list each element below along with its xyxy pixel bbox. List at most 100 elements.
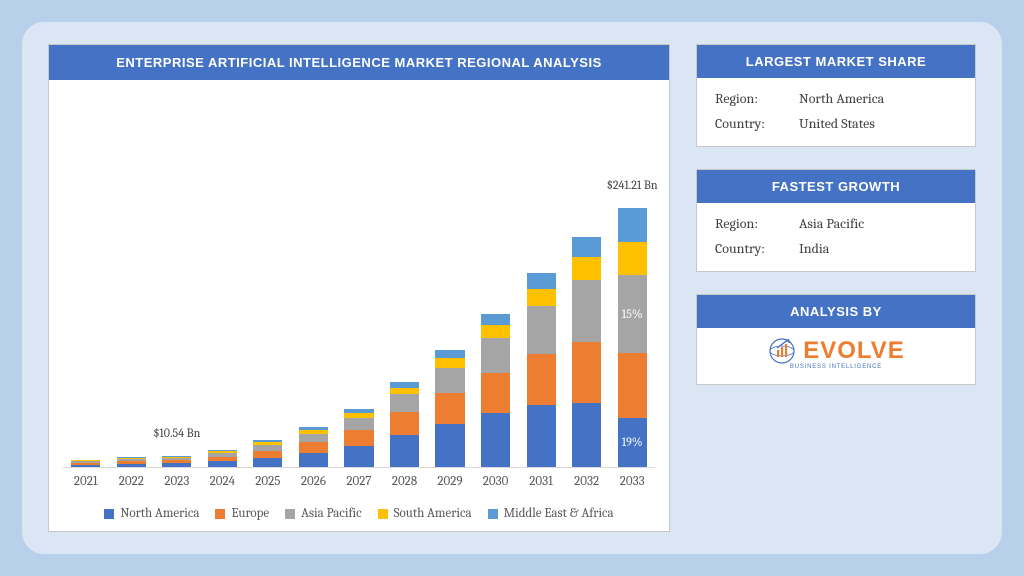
- bar-column: 2031: [518, 178, 564, 467]
- bar-segment: [390, 435, 419, 467]
- bar-percent-label: 15%: [622, 307, 643, 321]
- fastest-country-value: India: [799, 240, 829, 257]
- bar-segment: [572, 280, 601, 341]
- bar-column: 2021: [63, 178, 109, 467]
- bar-segment: [527, 354, 556, 404]
- bar-segment: [117, 464, 146, 467]
- bar-segment: [299, 453, 328, 467]
- bar-segment: [572, 403, 601, 467]
- stacked-bar: [435, 350, 464, 467]
- bar-segment: [618, 208, 647, 242]
- largest-region-row: Region: North America: [715, 90, 957, 107]
- legend-label: Middle East & Africa: [504, 506, 614, 521]
- year-label: 2026: [301, 474, 326, 489]
- bar-column: 2025: [245, 178, 291, 467]
- stacked-bar: [71, 460, 100, 467]
- stacked-bar: [117, 457, 146, 467]
- legend-item: Middle East & Africa: [488, 506, 614, 521]
- year-label: 2024: [210, 474, 235, 489]
- globe-bars-icon: [767, 336, 797, 366]
- logo-subtitle: BUSINESS INTELLIGENCE: [790, 364, 882, 370]
- side-column: LARGEST MARKET SHARE Region: North Ameri…: [696, 44, 976, 532]
- fastest-region-row: Region: Asia Pacific: [715, 215, 957, 232]
- fastest-growth-body: Region: Asia Pacific Country: India: [697, 203, 975, 271]
- stacked-bar: [527, 273, 556, 467]
- chart-annotation: $241.21 Bn: [607, 178, 658, 192]
- page-background: ENTERPRISE ARTIFICIAL INTELLIGENCE MARKE…: [0, 0, 1024, 576]
- bar-segment: [481, 314, 510, 325]
- bar-column: 2030: [473, 178, 519, 467]
- bar-column: 2028: [382, 178, 428, 467]
- bar-segment: [572, 237, 601, 257]
- bar-segment: [572, 342, 601, 403]
- year-label: 2021: [74, 474, 98, 489]
- bar-segment: [435, 368, 464, 393]
- year-label: 2031: [529, 474, 553, 489]
- bar-segment: [527, 289, 556, 307]
- legend-swatch: [285, 509, 295, 519]
- legend-swatch: [104, 509, 114, 519]
- year-label: 2023: [164, 474, 189, 489]
- largest-region-label: Region:: [715, 90, 785, 107]
- chart-title: ENTERPRISE ARTIFICIAL INTELLIGENCE MARKE…: [49, 45, 669, 80]
- bar-segment: [435, 358, 464, 367]
- bar-segment: [390, 394, 419, 412]
- stacked-bar: [208, 450, 237, 467]
- bar-column: 2024: [200, 178, 246, 467]
- bar-column: 2027: [336, 178, 382, 467]
- largest-market-title: LARGEST MARKET SHARE: [697, 45, 975, 78]
- stacked-bar: [253, 440, 282, 467]
- year-label: 2032: [574, 474, 599, 489]
- bar-segment: [344, 446, 373, 467]
- bar-column: 2032: [564, 178, 610, 467]
- bar-column: 2029: [427, 178, 473, 467]
- logo-brand-text: EVOLVE: [803, 337, 905, 365]
- fastest-country-row: Country: India: [715, 240, 957, 257]
- analysis-by-title: ANALYSIS BY: [697, 295, 975, 328]
- chart-annotation: $10.54 Bn: [153, 426, 200, 440]
- year-label: 2025: [255, 474, 280, 489]
- bar-segment: [481, 413, 510, 467]
- year-label: 2028: [392, 474, 417, 489]
- bar-segment: [299, 442, 328, 453]
- year-label: 2030: [483, 474, 509, 489]
- bar-segment: [162, 463, 191, 467]
- year-label: 2027: [346, 474, 371, 489]
- bar-segment: [435, 424, 464, 468]
- bar-segment: [572, 257, 601, 281]
- bar-segment: [618, 353, 647, 418]
- largest-region-value: North America: [799, 90, 884, 107]
- largest-country-label: Country:: [715, 115, 785, 132]
- bar-column: 2022: [109, 178, 155, 467]
- logo-container: EVOLVE BUSINESS INTELLIGENCE: [697, 328, 975, 384]
- stacked-bar: [481, 314, 510, 467]
- bar-segment: [527, 306, 556, 354]
- largest-country-row: Country: United States: [715, 115, 957, 132]
- bars-container: 202120222023$10.54 Bn2024202520262027202…: [63, 178, 655, 468]
- stacked-bar: [299, 427, 328, 467]
- legend-item: South America: [378, 506, 472, 521]
- largest-market-body: Region: North America Country: United St…: [697, 78, 975, 146]
- bar-segment: [253, 451, 282, 458]
- analysis-by-card: ANALYSIS BY: [696, 294, 976, 385]
- bar-segment: [618, 242, 647, 276]
- year-label: 2029: [437, 474, 462, 489]
- bar-segment: [481, 325, 510, 338]
- evolve-logo: EVOLVE BUSINESS INTELLIGENCE: [767, 336, 905, 370]
- bar-segment: [71, 465, 100, 467]
- fastest-region-label: Region:: [715, 215, 785, 232]
- stacked-bar: [162, 456, 191, 467]
- chart-card: ENTERPRISE ARTIFICIAL INTELLIGENCE MARKE…: [48, 44, 670, 532]
- legend-swatch: [215, 509, 225, 519]
- legend-label: South America: [394, 506, 472, 521]
- bar-segment: [344, 430, 373, 445]
- bar-segment: [435, 393, 464, 424]
- bar-segment: [390, 412, 419, 435]
- legend-swatch: [488, 509, 498, 519]
- stacked-bar: [618, 208, 647, 467]
- legend-label: Europe: [231, 506, 269, 521]
- stacked-bar: [572, 237, 601, 467]
- legend-item: Europe: [215, 506, 269, 521]
- bar-segment: [481, 338, 510, 373]
- largest-country-value: United States: [799, 115, 875, 132]
